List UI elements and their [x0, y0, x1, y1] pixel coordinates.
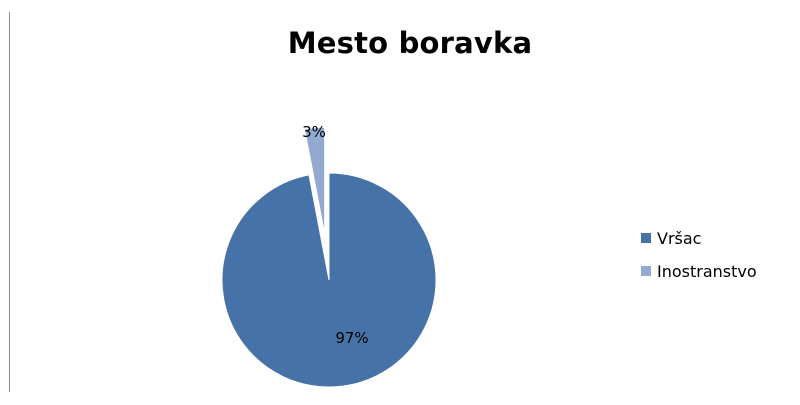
legend-swatch-inostranstvo: [641, 266, 651, 276]
slice-label-vrsac: 97%: [335, 329, 368, 347]
legend-item-vrsac: Vršac: [641, 228, 757, 248]
pie-slice-inostranstvo: [304, 126, 326, 235]
legend-item-inostranstvo: Inostranstvo: [641, 261, 757, 281]
chart-title: Mesto boravka: [287, 26, 533, 60]
slice-label-inostranstvo: 3%: [302, 123, 326, 141]
legend-label-vrsac: Vršac: [657, 228, 702, 248]
legend-swatch-vrsac: [641, 233, 651, 243]
chart-legend: Vršac Inostranstvo: [641, 228, 757, 294]
pie-slices: [221, 126, 437, 388]
chart-border: [9, 12, 10, 392]
legend-label-inostranstvo: Inostranstvo: [657, 261, 757, 281]
pie-slice-vrsac: [221, 172, 437, 388]
pie-labels: 97% 3%: [302, 123, 369, 347]
